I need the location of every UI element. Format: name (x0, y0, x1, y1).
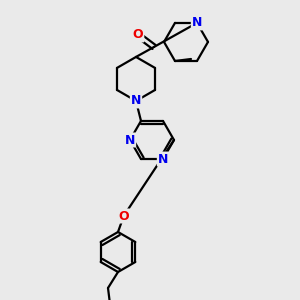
Text: N: N (125, 134, 135, 146)
Text: O: O (133, 28, 143, 41)
Text: N: N (158, 153, 168, 166)
Text: N: N (192, 16, 202, 29)
Text: N: N (131, 94, 141, 107)
Text: O: O (119, 209, 129, 223)
